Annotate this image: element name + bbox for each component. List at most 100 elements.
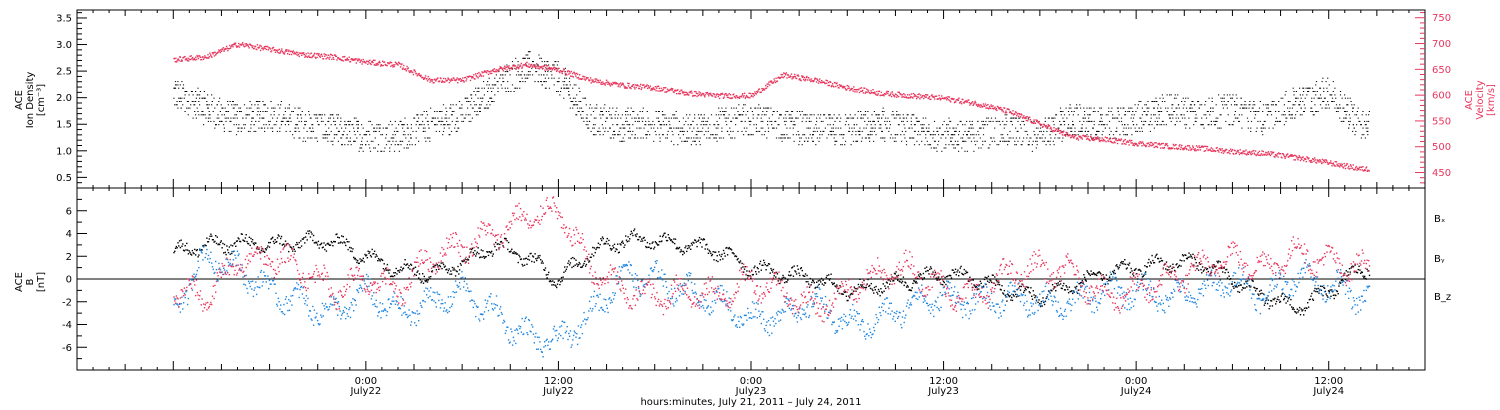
density-point [1226,104,1228,106]
density-point [912,114,914,116]
density-point [943,120,945,122]
velocity-point [1321,162,1323,165]
velocity-point [281,48,283,50]
density-point [568,91,570,92]
velocity-point [762,88,764,90]
velocity-point [210,55,212,57]
density-point [1161,124,1163,126]
velocity-point [1028,116,1031,118]
density-point [613,130,615,132]
density-point [987,147,989,149]
density-point [410,137,412,139]
velocity-point [867,89,869,91]
density-point [321,114,323,116]
density-point [294,127,296,129]
density-point [514,87,516,89]
density-point [955,130,957,132]
density-point [964,150,966,152]
velocity-point [604,84,606,86]
velocity-point [357,59,359,61]
density-point [1249,104,1251,106]
density-point [851,127,853,129]
density-point [822,120,824,122]
density-point [1177,94,1179,96]
velocity-point [907,94,909,96]
velocity-point [632,83,635,86]
density-point [730,130,732,132]
density-point [1024,130,1026,132]
density-point [695,144,697,146]
density-point [795,117,798,119]
density-point [1262,124,1265,126]
density-point [747,111,749,112]
density-point [1039,127,1042,129]
density-point [1007,134,1009,136]
density-point [178,97,180,99]
velocity-point [1210,150,1212,152]
density-point [933,147,936,149]
density-point [1059,120,1061,122]
density-point [1344,111,1346,112]
velocity-point [1163,146,1166,149]
velocity-point [545,65,547,67]
density-point [1362,127,1364,129]
density-point [177,81,179,83]
density-point [868,137,870,139]
velocity-point [302,53,304,55]
velocity-point [965,99,967,102]
density-point [279,130,281,132]
density-point [318,124,320,126]
b-point-bx [207,241,209,243]
density-point [475,94,477,96]
velocity-point [1269,154,1272,157]
density-point [1153,107,1155,109]
velocity-point [1062,131,1064,134]
density-point [696,124,698,126]
velocity-point [231,44,234,46]
density-point [174,81,177,83]
density-point [857,130,859,132]
velocity-point [1288,156,1290,158]
velocity-point [393,65,395,68]
velocity-point [502,70,504,72]
velocity-point [1340,163,1342,165]
density-point [306,130,308,132]
density-point [1157,124,1159,126]
density-point [250,107,252,109]
density-point [1295,101,1297,102]
density-point [1323,97,1326,99]
density-point [1317,97,1319,99]
velocity-point [506,69,508,71]
density-point [929,144,932,146]
density-point [511,84,514,86]
velocity-point [842,85,845,88]
density-point [939,127,941,129]
density-point [713,124,715,126]
density-point [702,120,705,122]
density-point [657,127,659,129]
density-point [1289,114,1291,116]
density-point [476,111,478,112]
density-point [1027,144,1029,146]
density-point [775,120,777,122]
density-point [1110,111,1112,112]
density-point [730,120,732,122]
velocity-point [509,69,511,71]
velocity-point [715,96,717,98]
velocity-point [186,60,189,62]
density-point [936,127,938,129]
density-point [799,114,802,116]
density-point [1057,127,1059,129]
density-point [964,130,966,132]
velocity-point [1132,144,1134,146]
density-point [606,117,608,119]
velocity-point [1296,155,1298,158]
velocity-point [1126,141,1128,143]
density-point [552,64,554,66]
density-point [973,137,975,139]
density-point [1067,127,1069,129]
density-point [235,104,237,106]
density-point [708,137,710,139]
velocity-point [681,91,684,93]
density-point [1293,91,1295,92]
